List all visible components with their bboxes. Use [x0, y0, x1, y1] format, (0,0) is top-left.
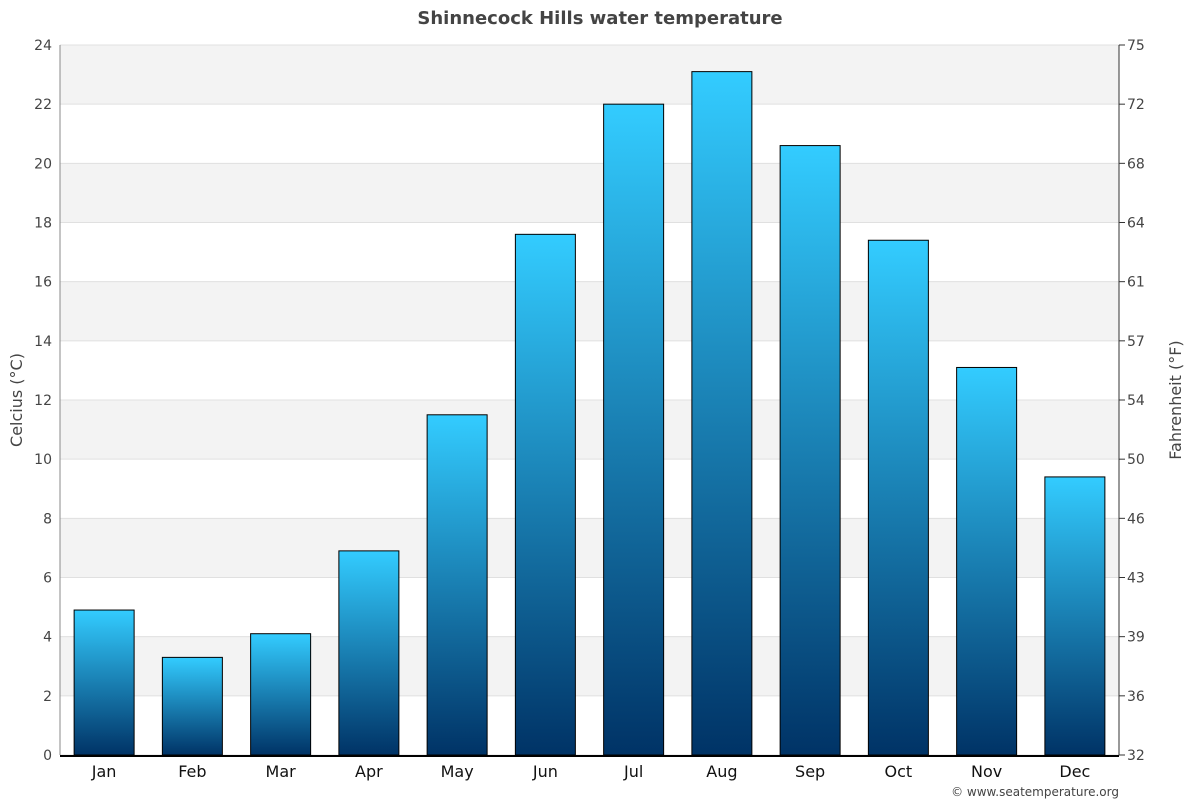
grid-band — [60, 163, 1119, 223]
y-axis-label-right: Fahrenheit (°F) — [1166, 340, 1185, 459]
x-tick-label: Jun — [532, 762, 558, 781]
grid-band — [60, 518, 1119, 578]
bar-feb — [161, 656, 223, 756]
bar-dec — [1044, 476, 1106, 756]
x-tick-label: Sep — [795, 762, 825, 781]
grid-band — [60, 636, 1119, 696]
y-tick-label-left: 0 — [43, 748, 52, 764]
y-tick-label-left: 14 — [34, 334, 52, 350]
y-tick-label-left: 4 — [43, 630, 52, 646]
bar-jan — [73, 609, 135, 756]
grid-band — [60, 45, 1119, 105]
y-tick-label-right: 32 — [1127, 748, 1145, 764]
x-tick-label: Jan — [91, 762, 117, 781]
bar-jun — [514, 233, 576, 756]
y-tick-label-left: 20 — [34, 156, 52, 172]
y-tick-label-right: 61 — [1127, 275, 1145, 291]
bar-nov — [956, 366, 1018, 756]
x-tick-label: Aug — [706, 762, 737, 781]
y-tick-label-right: 36 — [1127, 689, 1145, 705]
credit-text: © www.seatemperature.org — [951, 785, 1119, 799]
x-tick-label: Feb — [178, 762, 206, 781]
y-tick-label-left: 24 — [34, 38, 52, 54]
bar-aug — [691, 71, 753, 756]
bar-mar — [250, 633, 312, 756]
x-tick-label: May — [441, 762, 474, 781]
grid-band — [60, 400, 1119, 460]
x-tick-label: Dec — [1059, 762, 1090, 781]
y-tick-label-right: 75 — [1127, 38, 1145, 54]
y-tick-label-right: 64 — [1127, 216, 1145, 232]
bar-jul — [603, 103, 665, 756]
x-tick-label: Mar — [266, 762, 297, 781]
y-tick-label-right: 39 — [1127, 630, 1145, 646]
y-axis-label-left: Celcius (°C) — [7, 353, 26, 447]
y-tick-label-left: 8 — [43, 511, 52, 527]
y-tick-label-left: 22 — [34, 97, 52, 113]
y-tick-label-right: 43 — [1127, 571, 1145, 587]
y-tick-label-left: 2 — [43, 689, 52, 705]
y-tick-label-right: 54 — [1127, 393, 1145, 409]
y-tick-label-left: 10 — [34, 452, 52, 468]
bar-may — [426, 414, 488, 756]
y-tick-label-right: 57 — [1127, 334, 1145, 350]
bar-sep — [779, 145, 841, 756]
y-tick-label-right: 72 — [1127, 97, 1145, 113]
x-tick-label: Jul — [623, 762, 643, 781]
y-tick-label-left: 16 — [34, 275, 52, 291]
bar-apr — [338, 550, 400, 756]
grid-band — [60, 281, 1119, 341]
bar-oct — [867, 239, 929, 756]
x-tick-label: Oct — [885, 762, 913, 781]
x-tick-label: Nov — [971, 762, 1002, 781]
y-tick-label-right: 68 — [1127, 156, 1145, 172]
y-tick-label-left: 12 — [34, 393, 52, 409]
x-tick-label: Apr — [355, 762, 383, 781]
chart-title: Shinnecock Hills water temperature — [417, 8, 782, 29]
y-tick-label-left: 18 — [34, 216, 52, 232]
y-tick-label-right: 46 — [1127, 511, 1145, 527]
y-tick-label-right: 50 — [1127, 452, 1145, 468]
y-tick-label-left: 6 — [43, 571, 52, 587]
